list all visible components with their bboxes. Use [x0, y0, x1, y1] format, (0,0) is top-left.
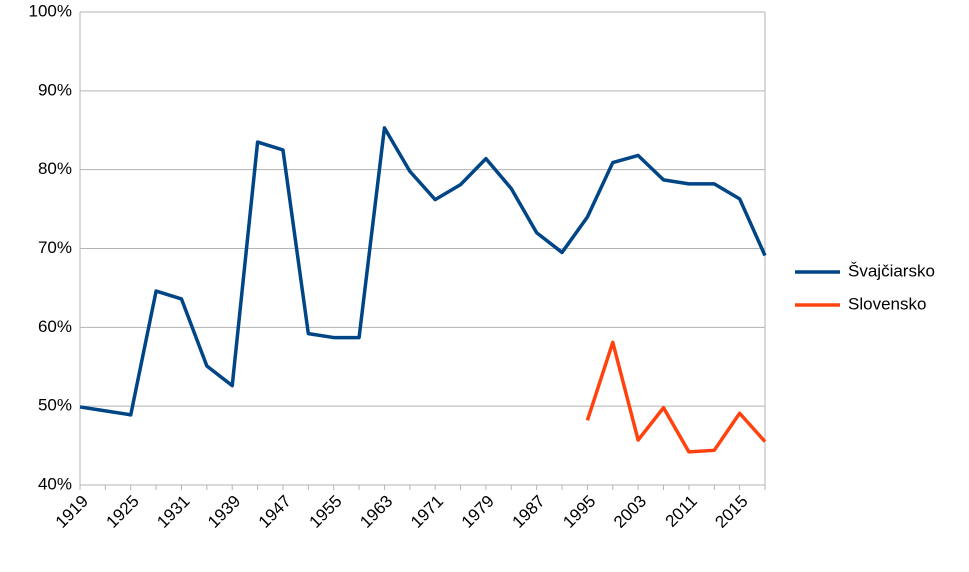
- y-tick-label: 50%: [38, 396, 72, 415]
- x-tick-label: 1939: [204, 492, 244, 532]
- y-tick-label: 70%: [38, 238, 72, 257]
- x-tick-label: 1995: [559, 492, 599, 532]
- x-tick-label: 1925: [103, 492, 143, 532]
- series-line: [79, 126, 767, 417]
- x-tick-label: 1963: [356, 492, 396, 532]
- x-tick-label: 1919: [52, 492, 92, 532]
- series-line: [585, 340, 767, 454]
- y-tick-label: 80%: [38, 159, 72, 178]
- y-tick-label: 100%: [29, 1, 72, 20]
- x-tick-label: 1979: [458, 492, 498, 532]
- x-tick-label: 2015: [711, 492, 751, 532]
- y-tick-label: 60%: [38, 317, 72, 336]
- x-tick-label: 2011: [662, 492, 701, 531]
- y-tick-label: 40%: [38, 474, 72, 493]
- x-tick-label: 1947: [255, 492, 295, 532]
- x-tick-label: 1955: [306, 492, 346, 532]
- y-tick-label: 90%: [38, 80, 72, 99]
- x-tick-label: 1931: [153, 492, 193, 532]
- legend-label: Švajčiarsko: [848, 261, 935, 280]
- x-tick-label: 1971: [407, 492, 447, 532]
- legend-label: Slovensko: [848, 294, 926, 313]
- x-tick-label: 2003: [610, 492, 650, 532]
- x-tick-label: 1987: [508, 492, 548, 532]
